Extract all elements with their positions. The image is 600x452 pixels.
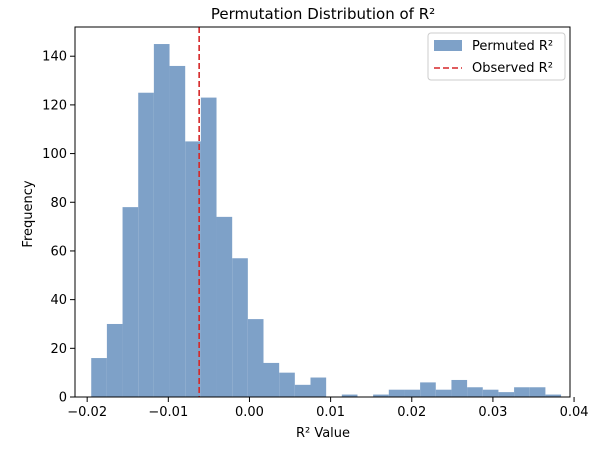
histogram-bar [435,389,452,397]
chart-title: Permutation Distribution of R² [211,5,435,23]
histogram-bar [106,323,123,397]
x-tick-label: 0.00 [235,405,264,420]
legend-label-permuted: Permuted R² [472,39,553,54]
histogram-bar [122,207,139,397]
histogram-bar [200,97,217,397]
histogram-bar [263,362,280,397]
histogram-bar [216,216,233,397]
histogram-bar [498,392,515,397]
histogram-bar [294,384,311,397]
plot-frame [74,26,571,398]
histogram-bar [514,387,530,397]
histogram-bar [247,319,264,397]
histogram-bar [388,389,405,397]
y-tick-label: 80 [50,196,67,211]
legend: Permuted R² Observed R² [427,32,566,81]
histogram-bar [545,394,562,397]
legend-frame [427,32,566,81]
histogram-bar [404,389,421,397]
y-tick-label: 20 [50,342,67,357]
x-tick-label: −0.01 [148,405,188,420]
histogram-bar [373,394,389,397]
legend-label-observed: Observed R² [472,61,553,76]
y-tick-label: 140 [42,50,67,65]
histogram-bar [232,258,248,397]
y-tick-label: 100 [42,147,67,162]
x-tick-label: 0.03 [478,405,507,420]
axes-group [74,26,571,398]
y-tick-label: 120 [42,98,67,113]
y-tick-label: 60 [50,244,67,259]
x-axis-title: R² Value [296,426,350,441]
x-tick-label: −0.02 [67,405,107,420]
y-axis-title: Frequency [21,180,36,247]
histogram-bar [169,65,186,398]
y-tick-label: 40 [50,293,67,308]
legend-swatch-permuted [434,40,462,51]
histogram-bar [185,141,201,397]
bars-group [91,44,562,398]
histogram-bar [91,358,107,397]
histogram-bar [529,387,546,397]
x-tick-label: 0.04 [560,405,589,420]
histogram-bar [138,92,154,397]
histogram-bar [341,394,358,397]
histogram-bar [467,387,483,397]
x-ticks-group: −0.02 −0.01 0.00 0.01 0.02 0.03 0.04 [67,397,589,420]
histogram-bar [451,379,468,397]
x-tick-label: 0.01 [316,405,345,420]
histogram-bar [279,372,295,397]
y-ticks-group: 0 20 40 60 80 100 120 140 [42,50,75,406]
y-tick-label: 0 [59,391,67,406]
histogram-bar [482,389,499,397]
histogram-bar [420,382,436,397]
histogram-bar [310,377,327,397]
x-tick-label: 0.02 [397,405,426,420]
histogram-bar [153,44,170,397]
